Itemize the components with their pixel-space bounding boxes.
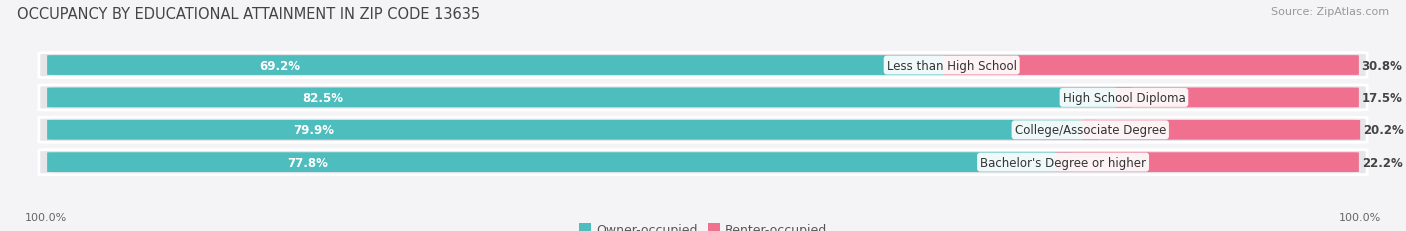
FancyBboxPatch shape bbox=[1083, 120, 1360, 140]
Legend: Owner-occupied, Renter-occupied: Owner-occupied, Renter-occupied bbox=[574, 218, 832, 231]
FancyBboxPatch shape bbox=[48, 88, 1132, 108]
Text: OCCUPANCY BY EDUCATIONAL ATTAINMENT IN ZIP CODE 13635: OCCUPANCY BY EDUCATIONAL ATTAINMENT IN Z… bbox=[17, 7, 479, 22]
Text: 82.5%: 82.5% bbox=[302, 91, 343, 104]
Text: 79.9%: 79.9% bbox=[294, 124, 335, 137]
Text: 22.2%: 22.2% bbox=[1361, 156, 1402, 169]
Text: 69.2%: 69.2% bbox=[259, 59, 299, 72]
Text: 20.2%: 20.2% bbox=[1362, 124, 1403, 137]
FancyBboxPatch shape bbox=[48, 120, 1098, 140]
Text: 100.0%: 100.0% bbox=[25, 212, 67, 222]
Text: 77.8%: 77.8% bbox=[287, 156, 328, 169]
Text: Source: ZipAtlas.com: Source: ZipAtlas.com bbox=[1271, 7, 1389, 17]
Text: 17.5%: 17.5% bbox=[1361, 91, 1403, 104]
FancyBboxPatch shape bbox=[943, 56, 1358, 76]
FancyBboxPatch shape bbox=[39, 85, 1367, 110]
FancyBboxPatch shape bbox=[1116, 88, 1358, 108]
FancyBboxPatch shape bbox=[39, 118, 1367, 143]
Text: Bachelor's Degree or higher: Bachelor's Degree or higher bbox=[980, 156, 1146, 169]
FancyBboxPatch shape bbox=[48, 153, 1071, 172]
FancyBboxPatch shape bbox=[39, 150, 1367, 175]
FancyBboxPatch shape bbox=[1054, 153, 1358, 172]
FancyBboxPatch shape bbox=[39, 53, 1367, 78]
Text: Less than High School: Less than High School bbox=[887, 59, 1017, 72]
Text: 30.8%: 30.8% bbox=[1361, 59, 1403, 72]
Text: High School Diploma: High School Diploma bbox=[1063, 91, 1185, 104]
FancyBboxPatch shape bbox=[48, 56, 960, 76]
Text: College/Associate Degree: College/Associate Degree bbox=[1015, 124, 1166, 137]
Text: 100.0%: 100.0% bbox=[1339, 212, 1381, 222]
